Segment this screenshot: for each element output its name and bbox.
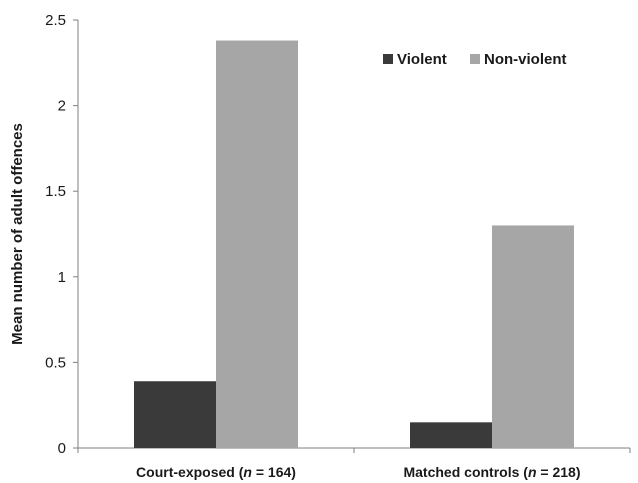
y-tick-label: 1.5: [45, 183, 66, 200]
y-tick-label: 2.5: [45, 12, 66, 29]
legend-label: Non-violent: [484, 51, 567, 68]
bars: [134, 40, 574, 448]
bar-violent: [410, 422, 492, 448]
y-tick-label: 0.5: [45, 354, 66, 371]
y-tick-label: 2: [58, 98, 66, 115]
bar-non-violent: [492, 225, 574, 448]
legend-swatch: [470, 54, 480, 64]
x-labels: Court-exposed (n = 164) Matched controls …: [136, 464, 580, 480]
legend-swatch: [383, 54, 393, 64]
y-axis-title: Mean number of adult offences: [9, 123, 26, 345]
x-category-label: Court-exposed (n = 164): [136, 464, 296, 480]
bar-violent: [134, 381, 216, 448]
y-tick-label: 0: [58, 440, 66, 457]
plot-area: 0 0.5 1 1.5 2 2.5 Court-exposed (n = 164) Matc…: [45, 12, 631, 480]
bar-non-violent: [216, 40, 298, 448]
x-category-label: Matched controls (n = 218): [403, 464, 580, 480]
legend-label: Violent: [397, 51, 447, 68]
y-tick-label: 1: [58, 269, 66, 286]
y-ticks: 0 0.5 1 1.5 2 2.5: [45, 12, 631, 457]
legend: Violent Non-violent: [383, 51, 567, 68]
